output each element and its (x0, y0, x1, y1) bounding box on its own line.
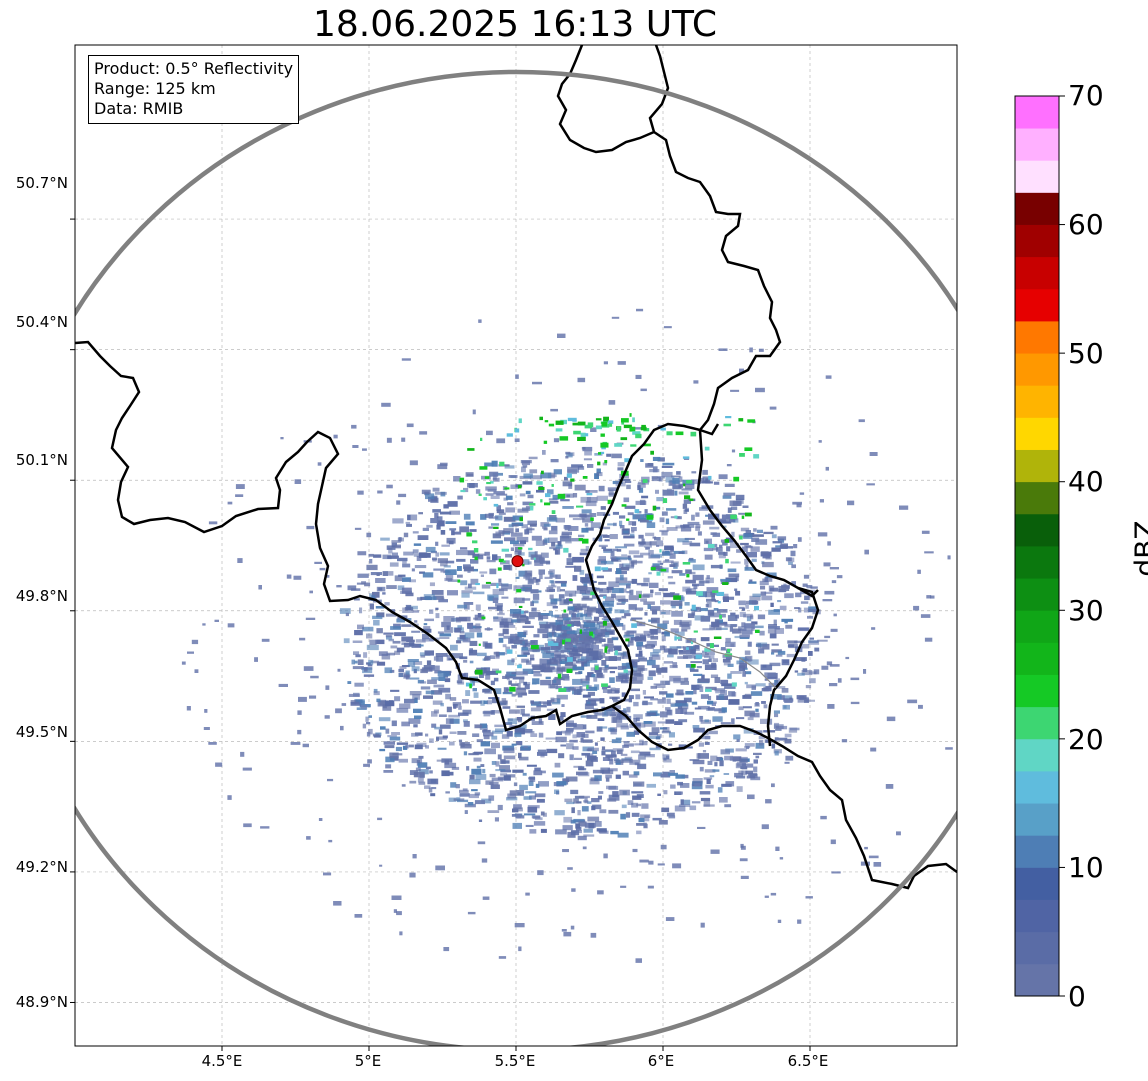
colorbar-segment (1015, 835, 1059, 868)
info-box: Product: 0.5° Reflectivity Range: 125 km… (88, 55, 300, 124)
lon-tick-label: 4.5°E (201, 1052, 243, 1070)
colorbar-tick-label: 10 (1068, 851, 1104, 884)
colorbar-tick-label: 30 (1068, 594, 1104, 627)
colorbar-segment (1015, 803, 1059, 836)
colorbar-segment (1015, 256, 1059, 290)
colorbar-segment (1015, 224, 1059, 258)
colorbar-tick-label: 60 (1068, 208, 1104, 241)
lat-tick-label: 48.9°N (15, 993, 68, 1011)
colorbar-tick-label: 40 (1068, 465, 1104, 498)
colorbar-segment (1015, 288, 1059, 322)
lon-tick-label: 6°E (647, 1052, 675, 1070)
colorbar-segment (1015, 771, 1059, 804)
colorbar-segment (1015, 578, 1059, 611)
colorbar-segment (1015, 481, 1059, 515)
colorbar-segment (1015, 321, 1059, 354)
colorbar-segment (1015, 385, 1059, 418)
info-product: Product: 0.5° Reflectivity (94, 59, 294, 78)
info-source: Data: RMIB (94, 99, 184, 118)
colorbar-segment (1015, 899, 1059, 933)
reflectivity-echoes (181, 308, 953, 963)
colorbar-segment (1015, 128, 1059, 161)
colorbar-tick-label: 20 (1068, 723, 1104, 756)
colorbar-segment (1015, 513, 1059, 547)
axis-ticks (70, 218, 811, 1051)
colorbar-segment (1015, 417, 1059, 450)
colorbar-segment (1015, 449, 1059, 483)
lon-tick-label: 5.5°E (494, 1052, 536, 1070)
lat-tick-label: 49.5°N (15, 723, 68, 741)
colorbar-segment (1015, 353, 1059, 386)
colorbar-tick-label: 50 (1068, 337, 1104, 370)
radar-site-marker (511, 555, 524, 568)
colorbar-segment (1015, 642, 1059, 675)
lat-tick-label: 49.8°N (15, 587, 68, 605)
colorbar-segment (1015, 867, 1059, 900)
range-ring (75, 69, 957, 1046)
lat-tick-label: 50.7°N (15, 174, 68, 192)
colorbar-segment (1015, 931, 1059, 965)
colorbar-segment (1015, 963, 1059, 997)
lon-tick-label: 5°E (354, 1052, 382, 1070)
colorbar-label: dBZ (1128, 520, 1148, 577)
lat-tick-label: 49.2°N (15, 858, 68, 876)
colorbar (1014, 95, 1065, 997)
country-border-west (75, 45, 782, 732)
map-title: 18.06.2025 16:13 UTC (312, 4, 718, 45)
colorbar-segment (1015, 160, 1059, 193)
colorbar-tick-label: 70 (1068, 79, 1104, 112)
country-border-admin (631, 619, 777, 689)
colorbar-segment (1015, 546, 1059, 579)
info-range: Range: 125 km (94, 79, 216, 98)
lon-tick-label: 6.5°E (787, 1052, 829, 1070)
colorbar-segment (1015, 738, 1059, 772)
colorbar-segment (1015, 610, 1059, 643)
colorbar-segment (1015, 674, 1059, 708)
colorbar-segment (1015, 96, 1059, 129)
colorbar-segment (1015, 706, 1059, 740)
country-border-lux-top (699, 423, 819, 598)
colorbar-tick-label: 0 (1068, 980, 1086, 1013)
colorbar-frame (1014, 95, 1060, 997)
lat-tick-label: 50.4°N (15, 313, 68, 331)
lat-tick-label: 50.1°N (15, 451, 68, 469)
colorbar-segment (1015, 192, 1059, 225)
